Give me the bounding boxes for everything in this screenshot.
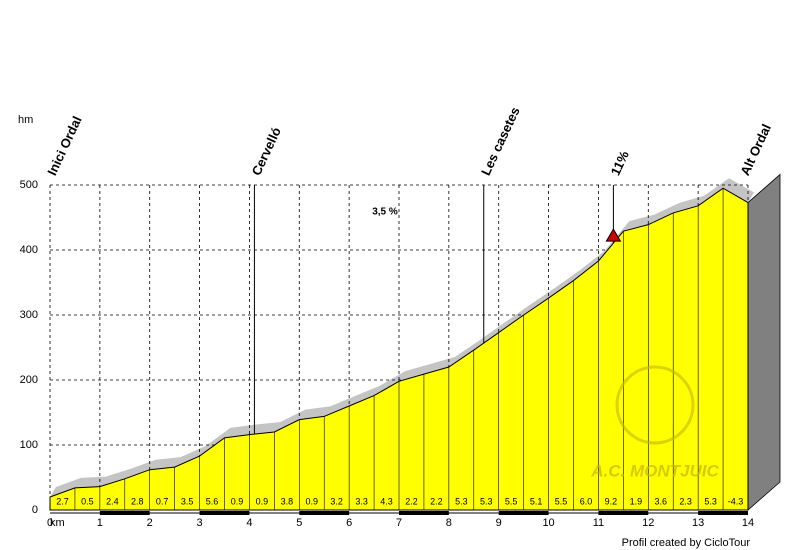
slope-label: 0.9: [256, 496, 269, 506]
slope-label: 6.0: [580, 496, 593, 506]
km-band: [598, 511, 649, 515]
watermark-ring: [615, 365, 695, 445]
slope-label: 5.1: [530, 496, 543, 506]
km-band: [698, 511, 748, 515]
slope-label: 5.3: [704, 496, 717, 506]
km-band: [99, 511, 150, 515]
slope-label: 2.7: [56, 496, 69, 506]
x-tick-label: 12: [642, 517, 654, 529]
x-tick-label: 9: [496, 517, 502, 529]
x-tick-label: 2: [147, 517, 153, 529]
slope-label: 0.7: [156, 496, 169, 506]
y-tick-label: 500: [20, 179, 38, 191]
y-tick-label: 200: [20, 374, 38, 386]
slope-label: 5.5: [555, 496, 568, 506]
slope-label: 0.5: [81, 496, 94, 506]
x-tick-label: 11: [593, 517, 604, 529]
x-tick-label: 0: [47, 517, 53, 529]
x-tick-label: 10: [542, 517, 554, 529]
slope-label: 0.9: [231, 496, 244, 506]
annotation-marker: [605, 228, 622, 242]
slope-label: 5.5: [505, 496, 518, 506]
slope-label: 2.3: [679, 496, 692, 506]
slope-label: -4.3: [728, 496, 744, 506]
slope-label: 4.3: [380, 496, 393, 506]
x-tick-label: 7: [396, 517, 402, 529]
x-tick-label: 4: [246, 517, 252, 529]
x-unit: km: [50, 517, 65, 529]
y-tick-label: 300: [20, 309, 38, 321]
km-band: [399, 511, 449, 515]
x-tick-label: 5: [296, 517, 302, 529]
side-wall: [747, 173, 781, 511]
annotation-label: 11%: [608, 148, 632, 178]
annotation-label: Alt Ordal: [737, 122, 774, 178]
annotation-label: Inici Ordal: [44, 114, 84, 178]
slope-label: 3.5: [181, 496, 194, 506]
slope-label: 2.8: [131, 496, 144, 506]
x-tick-label: 3: [197, 517, 203, 529]
slope-label: 9.2: [605, 496, 618, 506]
watermark: A.C. MONTJUIC: [590, 461, 719, 480]
slope-label: 5.3: [480, 496, 493, 506]
slope-label: 5.3: [455, 496, 468, 506]
slope-label: 3.8: [281, 496, 294, 506]
slope-label: 2.2: [405, 496, 418, 506]
slope-label: 0.9: [305, 496, 318, 506]
slope-label: 3.3: [355, 496, 368, 506]
slope-label: 3.6: [654, 496, 667, 506]
annotation-label: Cervelló: [249, 125, 284, 178]
y-tick-label: 100: [20, 439, 38, 451]
km-band: [498, 511, 549, 515]
slope-label: 3.2: [330, 496, 343, 506]
footer: Profil created by CicloTour: [622, 537, 751, 549]
km-band: [199, 511, 250, 515]
slope-label: 2.2: [430, 496, 443, 506]
x-tick-label: 14: [742, 517, 754, 529]
y-tick-label: 0: [32, 504, 38, 516]
x-tick-label: 1: [97, 517, 103, 529]
slope-label: 5.6: [206, 496, 219, 506]
km-band: [299, 511, 350, 515]
y-unit: hm: [18, 114, 33, 126]
x-tick-label: 6: [346, 517, 352, 529]
note: 3,5 %: [372, 207, 398, 218]
annotation-label: Les casetes: [478, 105, 523, 178]
x-tick-label: 8: [446, 517, 452, 529]
slope-label: 1.9: [630, 496, 643, 506]
y-tick-label: 400: [20, 244, 38, 256]
slope-label: 2.4: [106, 496, 119, 506]
x-tick-label: 13: [692, 517, 704, 529]
